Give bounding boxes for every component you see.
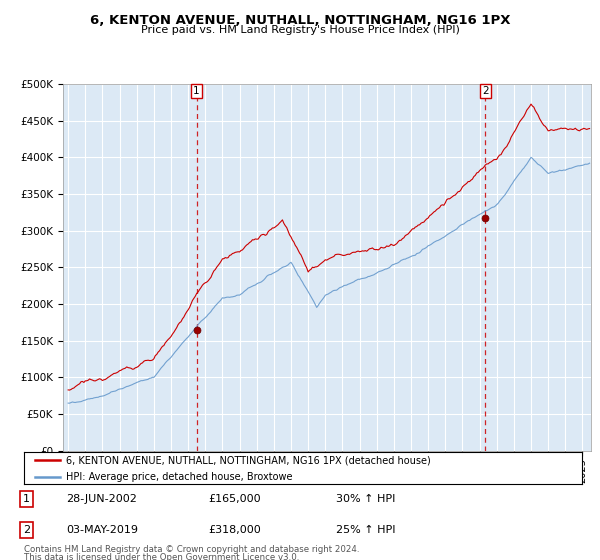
Text: Price paid vs. HM Land Registry's House Price Index (HPI): Price paid vs. HM Land Registry's House …	[140, 25, 460, 35]
Text: 03-MAY-2019: 03-MAY-2019	[66, 525, 138, 535]
Text: 1: 1	[193, 86, 200, 96]
Text: 2: 2	[23, 525, 31, 535]
Text: £318,000: £318,000	[208, 525, 261, 535]
Text: £165,000: £165,000	[208, 494, 261, 504]
Text: 6, KENTON AVENUE, NUTHALL, NOTTINGHAM, NG16 1PX (detached house): 6, KENTON AVENUE, NUTHALL, NOTTINGHAM, N…	[66, 455, 431, 465]
Text: Contains HM Land Registry data © Crown copyright and database right 2024.: Contains HM Land Registry data © Crown c…	[24, 545, 359, 554]
Text: 6, KENTON AVENUE, NUTHALL, NOTTINGHAM, NG16 1PX: 6, KENTON AVENUE, NUTHALL, NOTTINGHAM, N…	[90, 14, 510, 27]
Text: 25% ↑ HPI: 25% ↑ HPI	[337, 525, 396, 535]
Text: 30% ↑ HPI: 30% ↑ HPI	[337, 494, 396, 504]
Text: This data is licensed under the Open Government Licence v3.0.: This data is licensed under the Open Gov…	[24, 553, 299, 560]
Text: 2: 2	[482, 86, 489, 96]
Text: 28-JUN-2002: 28-JUN-2002	[66, 494, 137, 504]
Text: HPI: Average price, detached house, Broxtowe: HPI: Average price, detached house, Brox…	[66, 472, 292, 482]
Text: 1: 1	[23, 494, 30, 504]
